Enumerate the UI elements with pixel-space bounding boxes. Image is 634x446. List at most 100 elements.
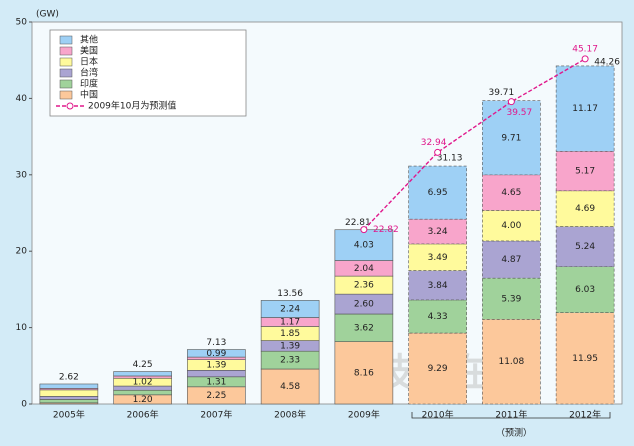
data-label: 11.95 — [572, 354, 598, 364]
forecast-label: 22.82 — [373, 225, 399, 235]
data-label: 4.03 — [354, 241, 374, 251]
bar-segment — [555, 312, 615, 405]
y-tick-label: 20 — [16, 247, 28, 257]
forecast-point — [434, 148, 442, 156]
x-tick-label: 2012年 — [569, 409, 601, 421]
forecast-line — [363, 58, 586, 231]
legend-label: 日本 — [80, 56, 98, 68]
forecast-point — [507, 98, 515, 106]
bar-segment — [555, 266, 615, 314]
forecast-label: 32.94 — [421, 138, 447, 148]
x-tick-label: 2011年 — [495, 409, 527, 421]
data-label: 3.49 — [428, 253, 448, 263]
bar-segment — [482, 174, 541, 211]
data-label: 4.65 — [501, 188, 521, 198]
data-label: 2.04 — [354, 264, 374, 274]
forecast-point — [581, 55, 589, 63]
bar-segment — [482, 240, 541, 279]
data-label: 1.39 — [280, 341, 300, 351]
bar-segment — [187, 349, 246, 358]
bar-segment — [39, 389, 99, 397]
bar-segment — [39, 396, 99, 400]
legend-label: 美国 — [80, 45, 98, 57]
x-tick-label: 2006年 — [127, 409, 159, 421]
x-tick-label: 2005年 — [53, 409, 85, 421]
bar-segment — [113, 371, 172, 377]
data-label: 2.36 — [354, 281, 374, 291]
total-label: 4.25 — [133, 360, 153, 370]
data-label: 2.60 — [354, 300, 374, 310]
data-label: 6.95 — [428, 188, 448, 198]
data-label: 11.08 — [498, 357, 524, 367]
bar-segment — [260, 368, 320, 405]
bar-segment — [187, 370, 246, 378]
bar-segment — [555, 226, 615, 267]
data-label: 8.16 — [354, 368, 374, 378]
data-label: 0.99 — [206, 349, 226, 359]
x-tick-label: 2010年 — [422, 409, 454, 421]
bar-segment — [113, 389, 172, 396]
bar-segment — [408, 270, 467, 301]
y-tick-label: 40 — [16, 94, 28, 104]
bar-segment — [334, 313, 394, 342]
forecast-label: 45.17 — [572, 44, 598, 54]
bar-segment — [260, 300, 320, 318]
bar-segment — [113, 375, 172, 379]
data-label: 9.71 — [501, 133, 521, 143]
data-label: 1.85 — [280, 329, 300, 339]
data-label: 2.33 — [280, 356, 300, 366]
data-label: 3.24 — [428, 227, 448, 237]
bar-segment — [555, 190, 615, 227]
bar-segment — [555, 65, 615, 152]
data-label: 4.87 — [501, 255, 521, 265]
data-label: 9.29 — [428, 364, 448, 374]
bar-segment — [408, 332, 467, 405]
bar-segment — [482, 319, 541, 405]
data-label: 3.62 — [354, 323, 374, 333]
data-label: 5.39 — [501, 294, 521, 304]
legend-swatch — [59, 90, 73, 100]
legend-label: 印度 — [80, 78, 98, 90]
bar-segment — [408, 218, 467, 245]
total-label: 22.81 — [345, 218, 371, 228]
bar-segment — [39, 383, 99, 389]
legend — [49, 29, 247, 117]
data-label: 5.24 — [575, 242, 595, 252]
legend-label: 台湾 — [80, 67, 98, 79]
y-unit: (GW) — [36, 10, 59, 20]
data-label: 4.69 — [575, 204, 595, 214]
y-tick-label: 0 — [21, 400, 27, 410]
legend-label: 中国 — [80, 89, 98, 101]
y-tick-label: 30 — [16, 170, 28, 180]
forecast-label: 39.57 — [506, 108, 532, 118]
data-label: 2.25 — [206, 391, 226, 401]
bar-segment — [555, 150, 615, 192]
legend-swatch — [59, 68, 73, 78]
bar-segment — [334, 341, 394, 405]
data-label: 1.02 — [133, 378, 153, 388]
data-label: 5.17 — [575, 167, 595, 177]
total-label: 39.71 — [488, 88, 514, 98]
bar-segment — [408, 165, 467, 220]
data-label: 4.00 — [501, 221, 521, 231]
total-label: 31.13 — [437, 154, 463, 164]
total-label: 13.56 — [277, 289, 303, 299]
total-label: 2.62 — [59, 372, 79, 382]
data-label: 4.58 — [280, 382, 300, 392]
total-label: 7.13 — [206, 338, 226, 348]
data-label: 6.03 — [575, 285, 595, 295]
bar-segment — [482, 277, 541, 320]
bar-segment — [408, 243, 467, 271]
total-label: 44.26 — [594, 57, 620, 67]
x-tick-label: 2007年 — [200, 409, 232, 421]
legend-label: 其他 — [80, 34, 98, 46]
bar-segment — [334, 229, 394, 261]
legend-label: 2009年10月为预测值 — [88, 100, 176, 112]
data-label: 1.20 — [133, 395, 153, 405]
forecast-bracket — [411, 412, 611, 419]
data-label: 2.24 — [280, 304, 300, 314]
data-label: 11.17 — [572, 104, 598, 114]
data-label: 1.17 — [280, 317, 300, 327]
x-tick-label: 2009年 — [348, 409, 380, 421]
forecast-label: （预测） — [496, 428, 532, 439]
